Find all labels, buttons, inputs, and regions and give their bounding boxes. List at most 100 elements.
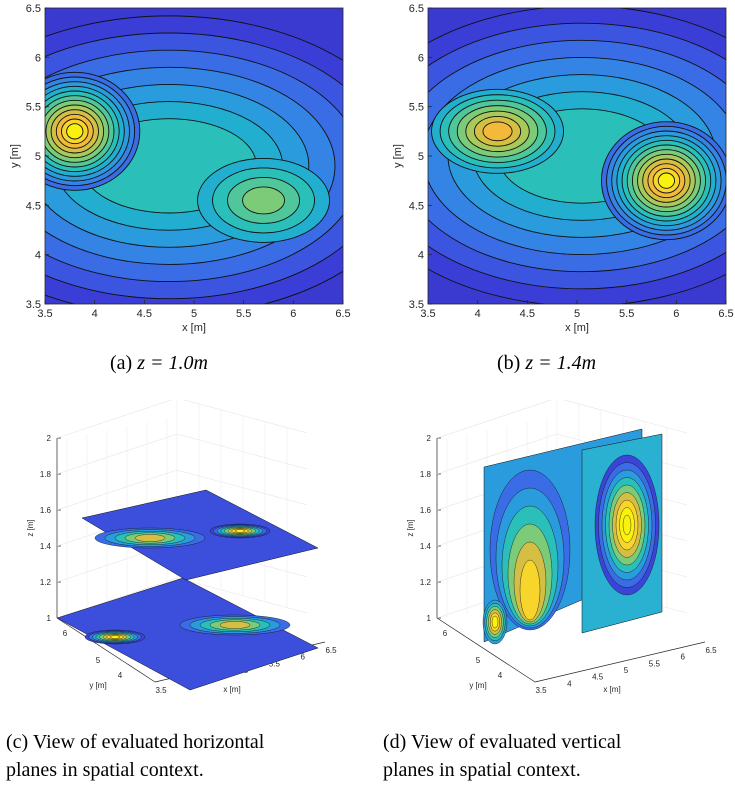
z-tick-label: 1.6 [40, 506, 52, 515]
contour-ring [622, 514, 632, 536]
y-tick-label: 5 [35, 151, 41, 163]
y-axis [56, 617, 156, 683]
y-tick-label: 4 [35, 250, 41, 262]
y-tick-label: 6 [418, 52, 424, 64]
x-tick-label: 5.5 [619, 308, 634, 320]
x-tick-label: 6.5 [335, 308, 350, 320]
y-axis-label: y [m] [89, 681, 106, 690]
y-tick-label: 5.5 [409, 102, 424, 114]
3d-plot-c: 11.21.41.61.82z [m]3.544.555.566.5x [m]5… [26, 397, 337, 695]
caption-c-line2: planes in spatial context. [6, 759, 204, 781]
contour-ring [219, 621, 251, 629]
contour-ring [491, 615, 499, 629]
z-tick-label: 1.2 [420, 578, 432, 587]
y-tick-label: 6 [443, 629, 448, 638]
caption-d-line2: planes in spatial context. [383, 759, 581, 781]
x-tick-label: 5.5 [269, 659, 281, 668]
x-axis-label: x [m] [182, 322, 206, 334]
grid-line [176, 433, 308, 470]
y-axis-label: y [m] [469, 681, 486, 690]
contour-ring [519, 559, 541, 621]
grid-line [176, 577, 308, 614]
caption-a-label: (a) [110, 352, 133, 374]
caption-a: (a) z = 1.0m [110, 352, 208, 375]
y-tick-label: 4 [118, 671, 123, 680]
grid-line [176, 469, 308, 506]
chart-a: 3.5 4 4.5 5 5.5 6 6.5 3.5 4 4.5 5 5.5 6 6.5 x [m] y [m] [0, 0, 370, 340]
horizontal-plane [56, 577, 319, 691]
y-tick-label: 6.5 [409, 3, 424, 15]
y-tick-label: 6.5 [26, 3, 41, 15]
x-tick-label: 4.5 [592, 673, 604, 682]
caption-a-math: z = 1.0m [137, 352, 208, 374]
y-tick-label: 3.5 [409, 299, 424, 311]
x-tick-label: 5 [574, 308, 580, 320]
contour-ring-secondary [242, 186, 285, 215]
y-tick-label: 4 [418, 250, 424, 262]
x-axis-label: x [m] [565, 322, 589, 334]
x-tick-label: 3.5 [155, 686, 167, 695]
contour-field [45, 8, 343, 304]
y-axis-label: y [m] [392, 144, 404, 168]
grid-line [556, 397, 688, 434]
chart-d: 1 1.2 1.4 1.6 1.8 2 z [m] 3.5 4 4.5 5 5.5 6 6.5 x [m] 5… [380, 397, 735, 710]
x-tick-label: 4.5 [520, 308, 535, 320]
contour-plot-a: 3.5 4 4.5 5 5.5 6 6.5 3.5 4 4.5 5 5.5 6 6.5 x [m] y [m] [9, 3, 351, 334]
z-tick-label: 2 [427, 434, 432, 443]
contour-ring [134, 534, 166, 542]
x-tick-label: 5.5 [649, 659, 661, 668]
x-tick-label: 6.5 [705, 646, 717, 655]
contour-ring-main [66, 123, 84, 140]
x-tick-label: 4 [92, 308, 98, 320]
x-axis-label: x [m] [223, 685, 240, 694]
x-tick-label: 4 [475, 308, 481, 320]
y-tick-label: 5 [418, 151, 424, 163]
grid-line [436, 433, 558, 475]
caption-b-math: z = 1.4m [525, 352, 597, 374]
x-tick-label: 6.5 [325, 646, 337, 655]
z-tick-label: 1.2 [40, 578, 52, 587]
contour-field [428, 8, 726, 304]
x-tick-label: 6.5 [718, 308, 733, 320]
x-tick-label: 6 [300, 653, 305, 662]
x-tick-label: 6 [680, 653, 685, 662]
z-tick-label: 1.8 [420, 470, 432, 479]
y-tick-label: 5 [476, 656, 481, 665]
x-tick-label: 6 [673, 308, 679, 320]
z-tick-label: 1.8 [40, 470, 52, 479]
y-tick-label: 4.5 [409, 200, 424, 212]
grid-line [56, 433, 178, 475]
y-tick-label: 6 [63, 629, 68, 638]
x-tick-label: 4.5 [137, 308, 152, 320]
contour-plot-b: 3.5 4 4.5 5 5.5 6 6.5 3.5 4 4.5 5 5.5 6 6.5 x [m] y [m] [392, 3, 734, 334]
caption-c: (c) View of evaluated horizontal planes … [6, 728, 356, 784]
contour-ring [234, 529, 245, 533]
grid-line [56, 577, 178, 619]
x-tick-label: 5 [191, 308, 197, 320]
caption-c-line1: (c) View of evaluated horizontal [6, 731, 265, 753]
contour-ring-main [657, 172, 676, 189]
x-axis-label: x [m] [603, 685, 620, 694]
y-axis-label: y [m] [9, 144, 21, 168]
y-tick-label: 6 [35, 52, 41, 64]
y-tick-label: 4 [498, 671, 503, 680]
y-axis [436, 617, 536, 683]
caption-d-line1: (d) View of evaluated vertical [383, 731, 622, 753]
y-tick-label: 3.5 [26, 299, 41, 311]
z-axis-label: z [m] [406, 519, 415, 536]
grid-line [436, 397, 558, 439]
x-axis [534, 641, 706, 683]
x-tick-label: 3.5 [37, 308, 52, 320]
y-tick-label: 4.5 [26, 200, 41, 212]
grid-line [56, 469, 178, 511]
x-tick-label: 6 [290, 308, 296, 320]
caption-d: (d) View of evaluated vertical planes in… [383, 728, 733, 784]
z-tick-label: 1.4 [420, 542, 432, 551]
3d-plot-d: 1 1.2 1.4 1.6 1.8 2 z [m] 3.5 4 4.5 5 5.5 6 6.5 x [m] 5… [406, 397, 717, 695]
z-axis-label: z [m] [26, 519, 35, 536]
chart-b: 3.5 4 4.5 5 5.5 6 6.5 3.5 4 4.5 5 5.5 6 6.5 x [m] y [m] [380, 0, 735, 340]
x-tick-label: 3.5 [535, 686, 547, 695]
caption-b-label: (b) [497, 352, 521, 374]
x-tick-label: 5.5 [236, 308, 251, 320]
x-tick-label: 3.5 [420, 308, 435, 320]
